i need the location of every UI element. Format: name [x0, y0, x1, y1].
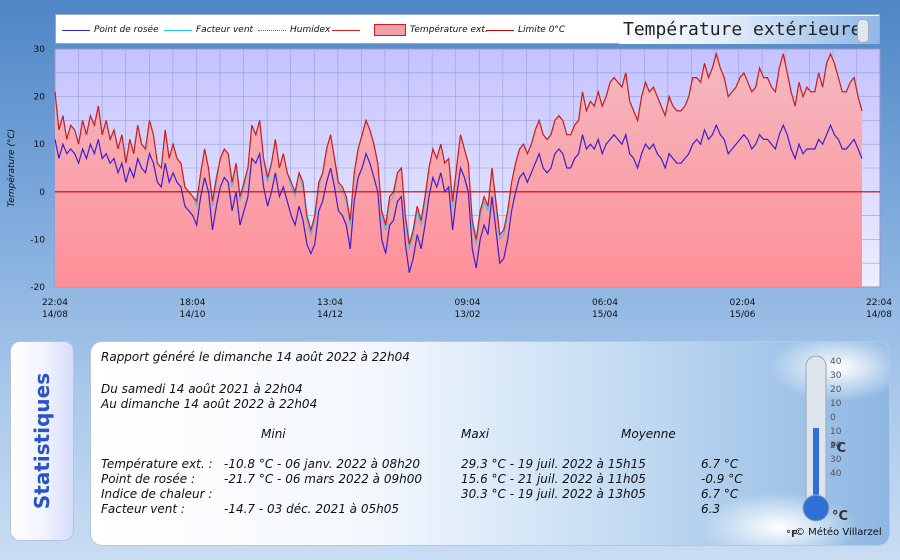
x-tick-date: 14/08 [42, 310, 68, 320]
header-maxi: Maxi [461, 427, 490, 441]
thermometer-scale-label: 30 [830, 371, 842, 381]
y-tick-label: -10 [30, 235, 45, 245]
x-tick-time: 22:04 [866, 298, 892, 308]
row-label: Point de rosée : [101, 472, 196, 486]
dewpoint-line [54, 123, 863, 273]
period-from: Du samedi 14 août 2021 à 22h04 [101, 382, 303, 396]
row-maxi: 29.3 °C - 19 juil. 2022 à 15h15 [461, 457, 646, 471]
unit-celsius: °C [832, 509, 848, 524]
report-generated: Rapport généré le dimanche 14 août 2022 … [101, 350, 410, 364]
temperature-chart: 30 20 10 0 -10 -20 22:04 14/08 18:04 14/10 13:04 1… [6, 45, 892, 320]
chart-title: Température extérieure [619, 16, 879, 44]
chart-title-text: Température extérieure [623, 19, 862, 40]
chart-legend: Point de rosée Facteur vent Humidex Temp… [55, 14, 880, 44]
x-tick-time: 22:04 [42, 298, 68, 308]
legend-label-zero: Limite 0°C [518, 25, 566, 35]
x-tick-date: 15/04 [592, 310, 618, 320]
legend-label-humidex: Humidex [290, 25, 331, 35]
row-moyenne: 6.7 °C [701, 457, 739, 471]
thermometer-scale: 40 30 20 10 0 10 20 30 40 [830, 357, 842, 479]
row-moyenne: 6.3 [701, 502, 721, 516]
unit-fahrenheit: °F [786, 529, 798, 540]
row-label: Indice de chaleur : [101, 487, 213, 501]
copyright: © Météo Villarzel [795, 527, 882, 538]
stats-panel: Rapport généré le dimanche 14 août 2022 … [90, 341, 890, 546]
stats-side-label: Statistiques [30, 372, 54, 510]
thermometer-scale-label: 10 [830, 399, 842, 409]
legend-swatch-dewpoint [62, 29, 90, 31]
legend-item-humidex: Humidex [258, 15, 330, 45]
y-tick-label: -20 [30, 283, 45, 293]
x-axis-ticks: 22:04 14/08 18:04 14/10 13:04 14/12 09:04 13/02… [42, 298, 892, 320]
thermometer-scale-label: 10 [830, 427, 842, 437]
y-axis-label: Température (°C) [6, 129, 17, 207]
period-to: Au dimanche 14 août 2022 à 22h04 [101, 397, 318, 411]
legend-swatch-zero [486, 29, 514, 31]
x-tick-date: 14/10 [180, 310, 206, 320]
legend-item-zero: Limite 0°C [486, 15, 565, 45]
y-axis-ticks: 30 20 10 0 -10 -20 [30, 45, 45, 293]
thermometer-scale-label: 40 [830, 357, 842, 367]
row-label: Facteur vent : [101, 502, 185, 516]
temperature-area [55, 53, 862, 287]
thermometer-icon [857, 19, 869, 43]
unit-celsius-top: °C [830, 441, 846, 456]
thermometer-illustration: 40 30 20 10 0 10 20 30 40 °C °C °F [786, 355, 848, 540]
legend-label-temp: Température ext. [410, 25, 488, 35]
row-moyenne: 6.7 °C [701, 487, 739, 501]
thermometer-scale-label: 40 [830, 469, 842, 479]
thermometer-scale-label: 20 [830, 385, 842, 395]
stats-side-tab: Statistiques [10, 341, 74, 541]
legend-swatch-windchill [164, 29, 192, 31]
x-tick-date: 14/08 [866, 310, 892, 320]
thermometer-mercury [813, 428, 819, 508]
row-mini: -21.7 °C - 06 mars 2022 à 09h00 [224, 472, 422, 486]
legend-item-temp: Température ext. [374, 15, 488, 45]
legend-swatch-temp [374, 24, 406, 36]
header-mini: Mini [261, 427, 286, 441]
x-tick-date: 15/06 [730, 310, 756, 320]
legend-swatch-temp-line [332, 29, 360, 31]
row-maxi: 15.6 °C - 21 juil. 2022 à 11h05 [461, 472, 646, 486]
y-tick-label: 20 [34, 93, 46, 103]
row-moyenne: -0.9 °C [701, 472, 743, 486]
x-tick-time: 02:04 [730, 298, 756, 308]
row-mini: -14.7 - 03 déc. 2021 à 05h05 [224, 502, 399, 516]
temperature-line [54, 51, 863, 245]
x-tick-date: 14/12 [317, 310, 343, 320]
legend-item-windchill: Facteur vent [164, 15, 253, 45]
x-tick-time: 13:04 [317, 298, 343, 308]
legend-label-windchill: Facteur vent [196, 25, 254, 35]
row-mini: -10.8 °C - 06 janv. 2022 à 08h20 [224, 457, 420, 471]
row-label: Température ext. : [101, 457, 213, 471]
legend-item-dewpoint: Point de rosée [62, 15, 159, 45]
legend-item-temp-line [332, 15, 364, 45]
header-moyenne: Moyenne [621, 427, 676, 441]
x-tick-date: 13/02 [455, 310, 481, 320]
thermometer-scale-label: 30 [830, 455, 842, 465]
legend-label-dewpoint: Point de rosée [94, 25, 159, 35]
y-tick-label: 10 [34, 140, 46, 150]
thermometer-scale-label: 20 [830, 441, 842, 451]
x-tick-time: 06:04 [592, 298, 618, 308]
x-tick-time: 18:04 [180, 298, 206, 308]
thermometer-scale-label: 0 [830, 413, 836, 423]
thermometer-bulb [802, 494, 830, 522]
y-tick-label: 30 [34, 45, 46, 55]
y-tick-label: 0 [39, 188, 45, 198]
legend-swatch-humidex [258, 29, 286, 31]
x-tick-time: 09:04 [455, 298, 481, 308]
row-maxi: 30.3 °C - 19 juil. 2022 à 13h05 [461, 487, 646, 501]
cloud-decoration [699, 492, 859, 545]
